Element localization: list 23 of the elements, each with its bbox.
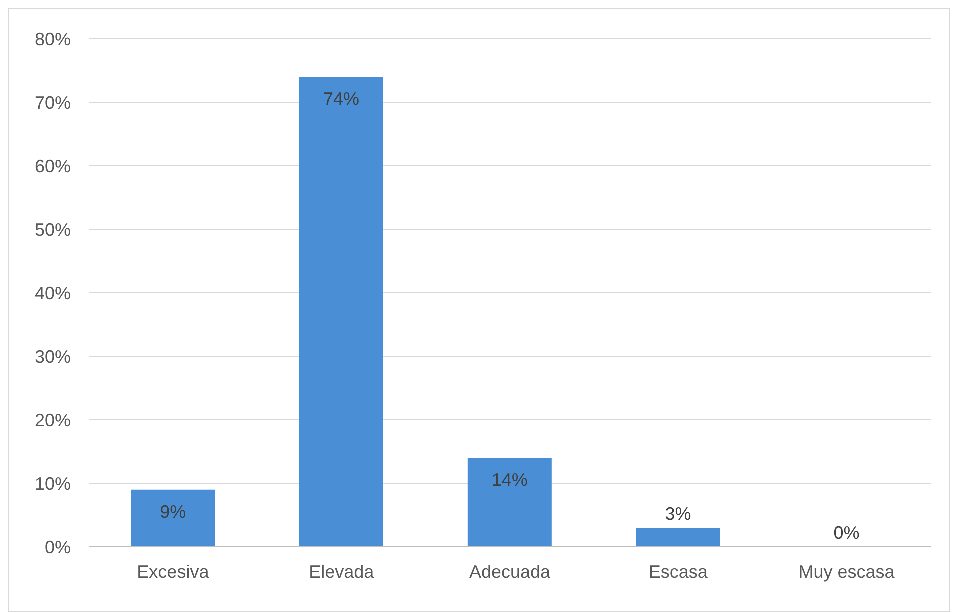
y-tick-label: 40%	[34, 283, 71, 304]
bar	[131, 490, 216, 547]
bar	[636, 528, 720, 547]
data-label: 14%	[492, 470, 528, 490]
data-label: 9%	[160, 502, 186, 522]
y-tick-label: 70%	[34, 92, 71, 113]
data-label: 74%	[323, 89, 360, 110]
y-tick-label: 20%	[34, 410, 71, 430]
y-tick-label: 80%	[34, 29, 71, 50]
y-tick-label: 30%	[34, 346, 71, 367]
y-tick-label: 10%	[34, 474, 71, 494]
bar	[300, 77, 384, 547]
x-tick-label: Muy escasa	[798, 562, 896, 582]
x-tick-label: Escasa	[648, 562, 709, 582]
data-label: 3%	[665, 504, 692, 524]
y-tick-label: 60%	[34, 156, 71, 176]
x-tick-label: Elevada	[309, 562, 376, 582]
y-tick-label: 0%	[44, 537, 71, 558]
x-tick-label: Excesiva	[137, 562, 210, 582]
y-tick-label: 50%	[34, 220, 71, 240]
x-tick-label: Adecuada	[469, 562, 552, 582]
bar	[468, 458, 552, 547]
data-label: 0%	[834, 523, 860, 543]
